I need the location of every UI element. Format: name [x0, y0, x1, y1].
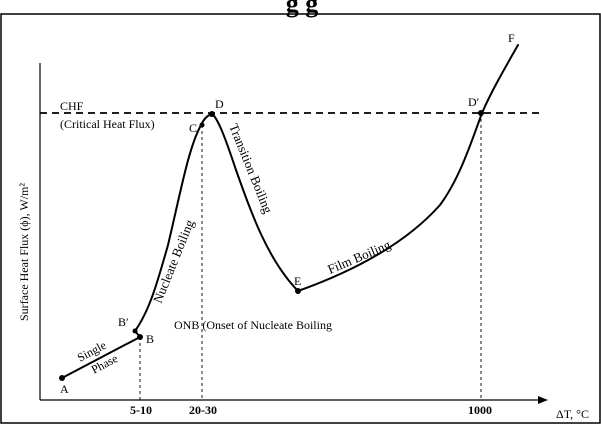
y-axis-label: Surface Heat Flux (ϕ), W/m²	[17, 183, 31, 321]
title-fragment: g g	[286, 0, 319, 18]
region-nucleate-label: Nucleate Boiling	[150, 217, 197, 305]
point-d-label: D	[215, 97, 224, 111]
boiling-curve	[61, 44, 519, 379]
point-e-marker	[295, 288, 301, 294]
region-film-label: Film Boiling	[325, 237, 393, 277]
x-axis-arrowhead	[538, 396, 548, 404]
point-f-label: F	[508, 31, 515, 45]
point-d-prime-marker	[478, 110, 484, 116]
x-axis-label: ΔT, °C	[556, 407, 589, 421]
onb-label: ONB (Onset of Nucleate Boiling	[174, 318, 332, 332]
point-b-label: B	[146, 332, 154, 346]
x-tick-5-10: 5-10	[130, 403, 152, 417]
point-c-marker	[199, 122, 205, 128]
point-e-label: E	[294, 274, 301, 288]
chf-label: CHF	[60, 99, 84, 113]
point-b-prime-label: B′	[118, 315, 129, 329]
point-c-label: C	[189, 121, 197, 135]
region-transition-label: Transition Boiling	[226, 122, 276, 216]
x-tick-1000: 1000	[468, 403, 492, 417]
point-d-marker	[209, 111, 215, 117]
x-tick-20-30: 20-30	[189, 403, 217, 417]
point-d-prime-label: D′	[468, 95, 480, 109]
point-a-label: A	[60, 382, 69, 396]
frame-border	[0, 13, 601, 424]
point-a-marker	[59, 375, 65, 381]
point-b-prime-marker	[132, 328, 138, 334]
point-b-marker	[137, 334, 143, 340]
chf-full-label: (Critical Heat Flux)	[60, 117, 155, 131]
